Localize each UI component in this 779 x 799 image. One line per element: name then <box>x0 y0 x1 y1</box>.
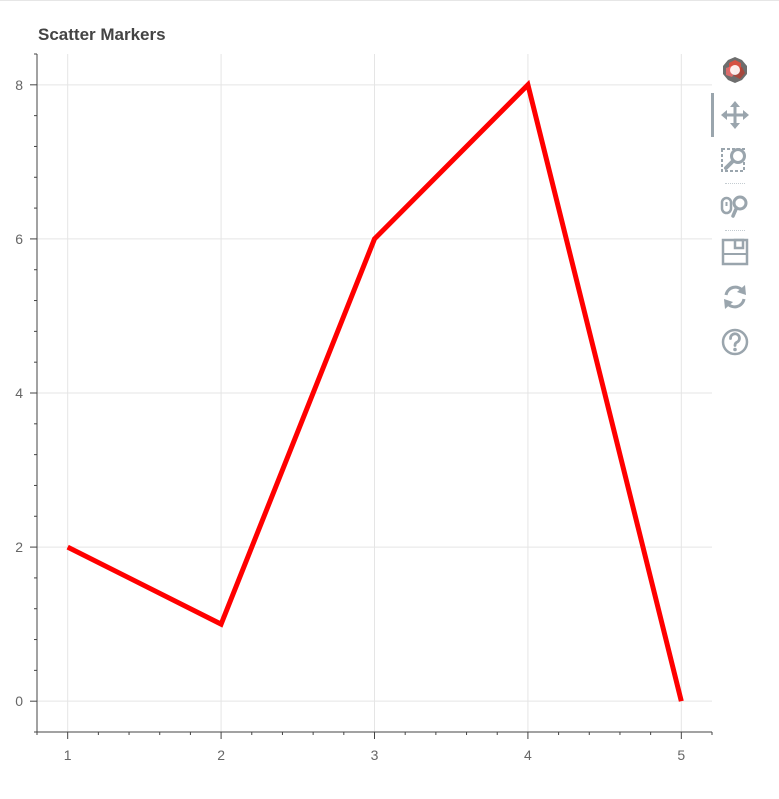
active-tool-indicator <box>711 93 714 137</box>
y-tick-label: 8 <box>15 77 23 93</box>
y-tick-label: 0 <box>15 693 23 709</box>
toolbar <box>711 50 759 370</box>
toolbar-separator <box>725 230 745 231</box>
toolbar-separator <box>725 183 745 184</box>
series-layer <box>66 79 684 702</box>
top-border <box>0 0 779 1</box>
reset-tool-icon[interactable] <box>717 279 753 315</box>
y-tick-label: 4 <box>15 385 23 401</box>
x-tick-label: 1 <box>64 747 72 763</box>
help-tool-icon[interactable] <box>717 324 753 360</box>
y-tick-label: 6 <box>15 231 23 247</box>
box-zoom-tool-icon[interactable] <box>717 142 753 178</box>
x-tick-label: 4 <box>524 747 532 763</box>
chart-title: Scatter Markers <box>38 25 166 44</box>
x-tick-label: 5 <box>677 747 685 763</box>
grid-lines <box>37 54 712 732</box>
pan-tool-icon[interactable] <box>717 97 753 133</box>
y-tick-label: 2 <box>15 539 23 555</box>
axes: 1 2 3 4 5 0 2 4 6 8 <box>15 53 713 763</box>
x-tick-label: 2 <box>217 747 225 763</box>
save-tool-icon[interactable] <box>717 234 753 270</box>
wheel-zoom-tool-icon[interactable] <box>717 188 753 224</box>
bokeh-logo-icon[interactable] <box>717 52 753 88</box>
x-tick-label: 3 <box>371 747 379 763</box>
